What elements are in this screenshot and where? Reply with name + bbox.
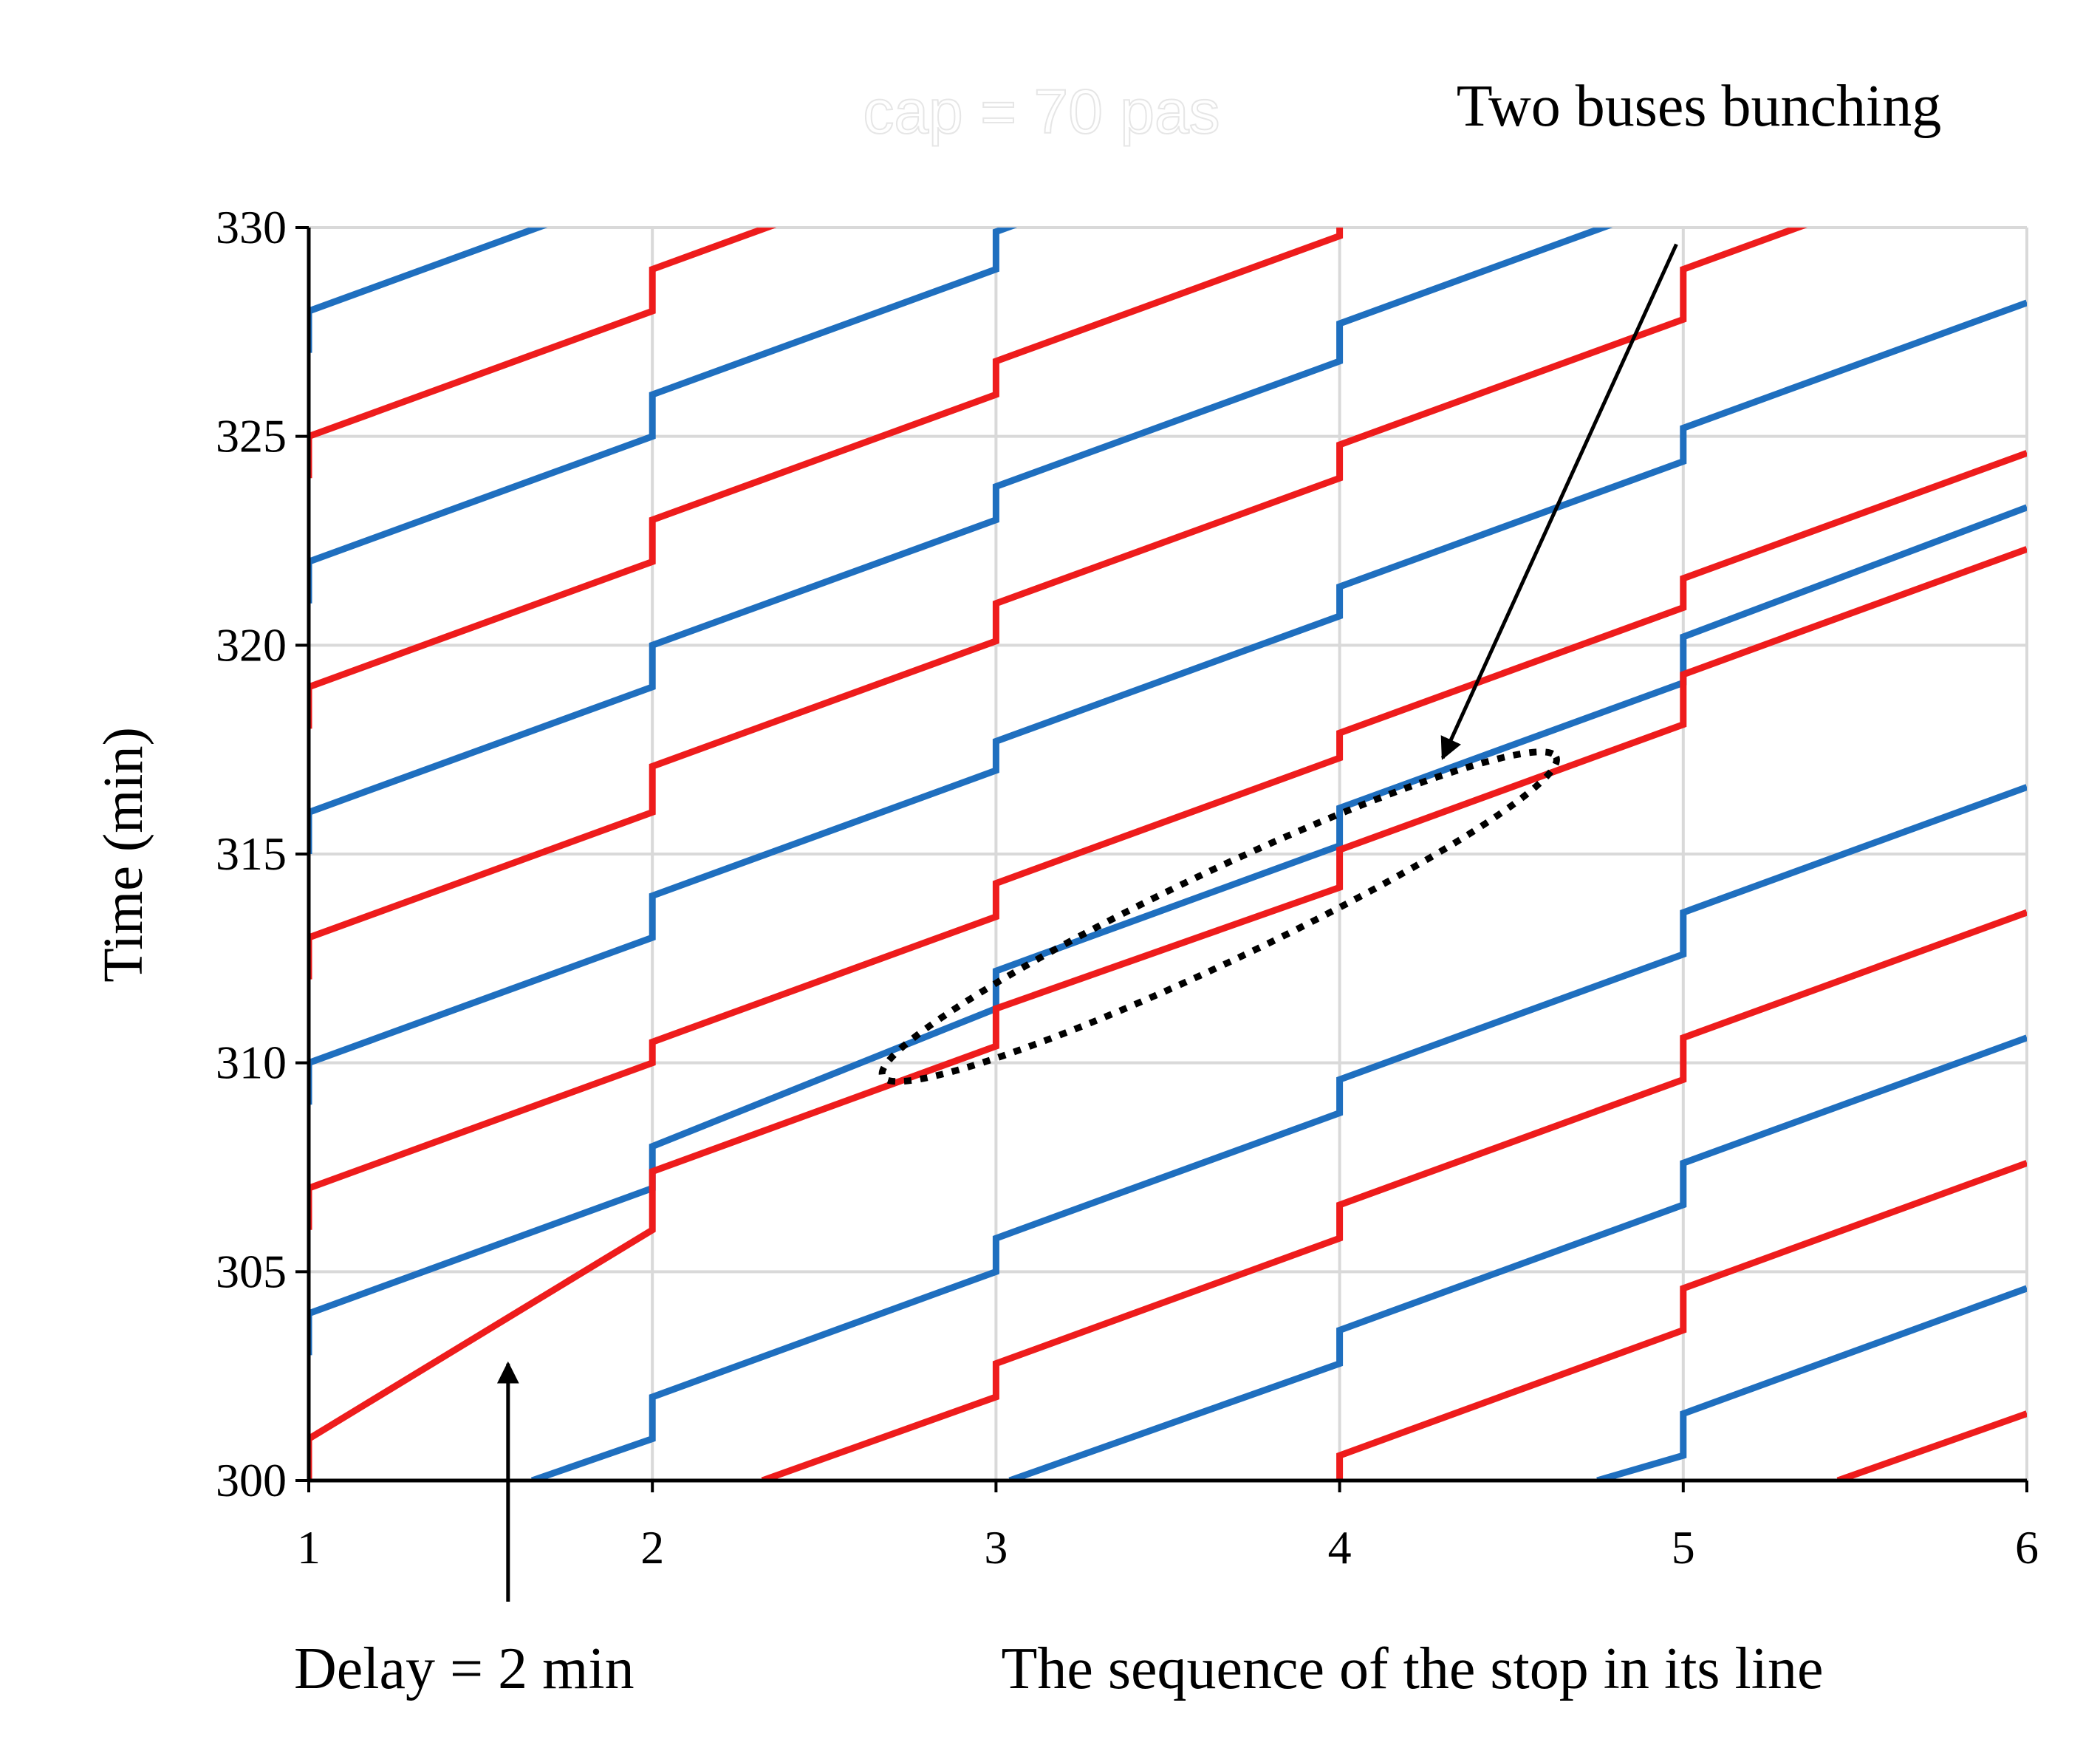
y-tick-label: 315	[216, 827, 287, 880]
grid-lines	[307, 226, 2028, 1482]
y-axis-title: Time (min)	[92, 727, 154, 983]
axes	[295, 226, 2028, 1492]
tick-labels: 300 305 310 315 320 325 330 1 2 3 4 5 6	[216, 201, 2039, 1574]
x-tick-label: 5	[1672, 1521, 1695, 1574]
bus-trajectory-blue-8	[1596, 1285, 2027, 1481]
bunching-arrow	[1440, 243, 1678, 760]
y-tick-label: 300	[216, 1454, 287, 1506]
bus-trajectory-blue-2	[309, 299, 2027, 1105]
bus-trajectory-red-10	[309, 450, 2027, 1230]
y-tick-label: 325	[216, 410, 287, 462]
x-tick-label: 2	[640, 1521, 664, 1574]
y-tick-label: 330	[216, 201, 287, 253]
bus-trajectory-blue-3	[309, 228, 1613, 854]
bus-trajectory-red-14	[761, 909, 2027, 1481]
bus-trajectory-red-16	[1836, 1410, 2027, 1481]
bus-trajectory-blue-7	[1008, 1034, 2027, 1481]
bus-trajectory-red-15	[1336, 1160, 2027, 1481]
series-layer	[309, 228, 2027, 1481]
bus-trajectory-blue-5	[309, 228, 548, 353]
ghost-title: cap = 70 pas	[863, 77, 1220, 146]
bus-trajectory-red-9	[309, 546, 2027, 1481]
y-tick-label: 310	[216, 1037, 287, 1089]
bus-trajectory-blue-4	[309, 228, 1018, 604]
bus-trajectory-red-13	[309, 228, 777, 479]
delay-annotation: Delay = 2 min	[294, 1636, 635, 1701]
x-tick-label: 1	[297, 1521, 321, 1574]
x-tick-label: 3	[984, 1521, 1008, 1574]
y-tick-label: 305	[216, 1245, 287, 1297]
bus-trajectory-red-12	[309, 228, 1344, 729]
bunching-annotation: Two buses bunching	[1457, 74, 1942, 139]
bunching-ellipse	[878, 748, 1560, 1085]
x-tick-label: 4	[1328, 1521, 1352, 1574]
bus-trajectory-blue-6	[530, 784, 2027, 1481]
bus-trajectory-red-11	[309, 228, 1807, 980]
bus-trajectory-blue-1	[309, 504, 2027, 1356]
x-axis-title: The sequence of the stop in its line	[1001, 1636, 1823, 1701]
y-tick-label: 320	[216, 618, 287, 671]
x-tick-label: 6	[2015, 1521, 2039, 1574]
